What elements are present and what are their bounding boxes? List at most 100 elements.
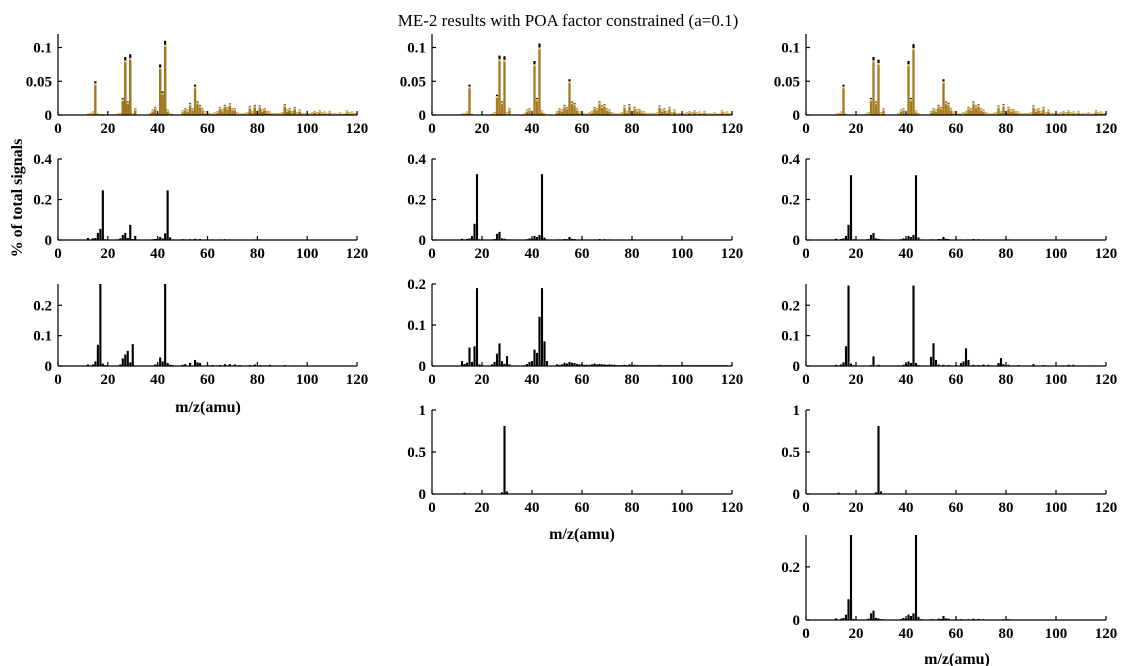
bar-overlay-top (600, 106, 604, 109)
bar-overlay-top (942, 81, 945, 84)
bar-overlay-top (555, 111, 559, 114)
bar-overlay (842, 86, 845, 115)
bar-overlay-top (241, 113, 244, 115)
bar (161, 361, 164, 366)
bar (470, 361, 474, 366)
bar (86, 364, 89, 366)
bar-overlay-top (243, 113, 246, 115)
bar-overlay-top (608, 109, 611, 112)
bar (568, 361, 571, 366)
bar-overlay (568, 81, 571, 115)
bar-overlay (570, 102, 574, 115)
bar-overlay-top (1052, 113, 1055, 115)
y-tick-label: 0.1 (407, 41, 426, 57)
bar (987, 364, 990, 366)
x-tick-label: 120 (1095, 246, 1118, 262)
bar-overlay (198, 105, 202, 115)
x-tick-label: 100 (671, 246, 694, 262)
y-tick-label: 0.05 (400, 74, 426, 90)
bar (902, 364, 905, 366)
bar-overlay (638, 109, 641, 115)
bar-overlay-top (902, 108, 905, 111)
bar (134, 235, 137, 240)
bar (942, 616, 945, 620)
bar (578, 364, 581, 366)
bar-overlay-top (703, 111, 706, 114)
bar (253, 364, 256, 366)
bar (460, 238, 464, 240)
x-tick-label: 60 (575, 500, 590, 516)
x-tick-label: 20 (100, 246, 115, 262)
bar-overlay (538, 47, 541, 116)
bar-overlay-top (879, 112, 883, 115)
bar (124, 232, 127, 240)
bar (94, 361, 97, 366)
bar-overlay-top (1062, 111, 1065, 114)
bar-overlay-top (116, 113, 119, 115)
bar-overlay-top (1032, 106, 1035, 109)
y-tick-label: 0 (419, 233, 427, 249)
bar-overlay-top (665, 111, 669, 114)
bar-overlay-top (695, 112, 699, 115)
bar-overlay (540, 110, 544, 115)
bar (570, 362, 574, 366)
bar (658, 364, 661, 366)
y-tick-label: 0.05 (774, 74, 800, 90)
bar (500, 492, 504, 494)
bar-overlay-top (882, 108, 885, 111)
bar-overlay-top (1022, 113, 1025, 115)
bar-overlay-top (655, 112, 659, 115)
bar (997, 362, 1000, 366)
bar-overlay-top (987, 113, 990, 115)
bar (131, 344, 134, 366)
bar (877, 364, 880, 366)
bar (91, 238, 94, 240)
bar-overlay (94, 83, 97, 115)
bar-overlay-top (203, 111, 207, 114)
bar-overlay (660, 109, 664, 115)
bar (96, 344, 99, 366)
bar (233, 364, 236, 366)
bar-overlay (298, 109, 301, 115)
bar (907, 361, 910, 366)
bar (119, 238, 122, 240)
bar-overlay (498, 59, 501, 115)
y-tick-label: 0.2 (407, 193, 426, 209)
x-tick-label: 80 (250, 372, 265, 388)
bar (874, 238, 878, 240)
bar (628, 364, 631, 366)
bar-overlay-top (708, 113, 711, 115)
bar-overlay (937, 105, 940, 115)
bar (86, 237, 89, 240)
x-tick-label: 100 (296, 121, 319, 137)
bar-overlay (318, 110, 321, 115)
bar-overlay-top (321, 112, 324, 115)
bar-overlay-top (154, 107, 157, 110)
bar (877, 238, 880, 240)
bar-overlay (221, 109, 224, 115)
bar-overlay (558, 108, 561, 115)
bar-overlay-top (218, 107, 222, 110)
bar-overlay-top (213, 112, 217, 115)
bar-overlay-top (535, 99, 539, 102)
bar-overlay-top (246, 112, 249, 115)
bar-overlay-top (937, 105, 940, 108)
x-tick-label: 60 (949, 246, 964, 262)
bar (181, 364, 184, 366)
bar-overlay (121, 99, 124, 115)
bar-overlay-top (226, 107, 229, 110)
bar-overlay (181, 110, 184, 115)
bar-overlay-top (842, 86, 845, 89)
bar-overlay (560, 109, 564, 115)
bar (490, 364, 494, 366)
bar-overlay-top (348, 112, 351, 115)
bar-overlay-top (1047, 109, 1050, 112)
bar (101, 190, 104, 240)
x-tick-label: 20 (849, 500, 864, 516)
x-tick-label: 100 (1045, 372, 1068, 388)
bar-overlay-top (333, 113, 336, 115)
x-tick-label: 20 (100, 121, 115, 137)
bar (929, 356, 933, 366)
y-tick-label: 0 (419, 487, 427, 503)
bar (126, 350, 129, 366)
